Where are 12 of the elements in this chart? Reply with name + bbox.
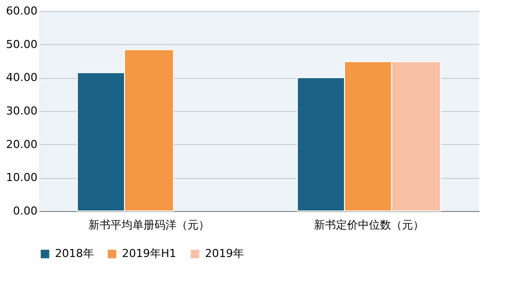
y-tick-label: 10.00 xyxy=(6,171,38,184)
legend-label: 2019年 xyxy=(205,247,244,260)
y-tick-label: 40.00 xyxy=(6,71,38,84)
y-tick-label: 50.00 xyxy=(6,38,38,51)
x-tick-label: 新书定价中位数（元） xyxy=(314,218,424,232)
x-tick-label: 新书平均单册码洋（元） xyxy=(88,218,210,232)
y-tick-label: 30.00 xyxy=(6,104,38,118)
y-tick-label: 20.00 xyxy=(6,138,38,151)
legend-label: 2019年H1 xyxy=(122,247,176,260)
y-tick-label: 60.00 xyxy=(6,4,38,18)
legend-label: 2018年 xyxy=(55,247,94,260)
y-tick-label: 0.00 xyxy=(13,204,38,218)
